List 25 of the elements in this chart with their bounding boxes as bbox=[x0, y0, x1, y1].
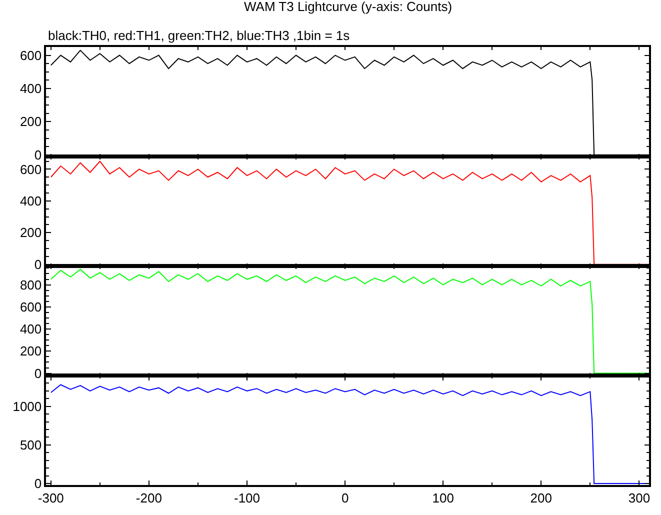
y-tick-label: 600 bbox=[20, 48, 42, 63]
y-tick-label: 0 bbox=[34, 476, 42, 492]
y-tick-label: 200 bbox=[20, 225, 42, 240]
y-tick-label: 0 bbox=[34, 256, 42, 272]
x-tick-label: 200 bbox=[530, 490, 552, 506]
x-tick-label: 300 bbox=[628, 490, 650, 506]
chart-title: WAM T3 Lightcurve (y-axis: Counts) bbox=[244, 0, 452, 14]
x-tick-label: 0 bbox=[341, 490, 349, 506]
x-tick-label: 100 bbox=[432, 490, 454, 506]
y-tick-label: 0 bbox=[34, 366, 42, 381]
y-tick-label: 600 bbox=[20, 299, 42, 314]
y-tick-label: 400 bbox=[20, 322, 42, 337]
x-tick-label: -200 bbox=[136, 490, 162, 506]
x-tick-label: -100 bbox=[234, 490, 260, 506]
y-tick-label: 400 bbox=[20, 193, 42, 208]
y-tick-label: 200 bbox=[20, 344, 42, 359]
y-tick-label: 0 bbox=[34, 147, 42, 162]
chart-subtitle: black:TH0, red:TH1, green:TH2, blue:TH3 ,1bin = 1s bbox=[48, 28, 350, 43]
y-tick-label: 800 bbox=[20, 277, 42, 292]
y-tick-label: 1000 bbox=[12, 398, 42, 414]
x-tick-label: -300 bbox=[38, 490, 64, 506]
y-tick-label: 400 bbox=[20, 81, 42, 96]
y-tick-label: 500 bbox=[20, 437, 42, 452]
y-tick-label: 600 bbox=[20, 162, 42, 177]
y-tick-label: 200 bbox=[20, 114, 42, 130]
